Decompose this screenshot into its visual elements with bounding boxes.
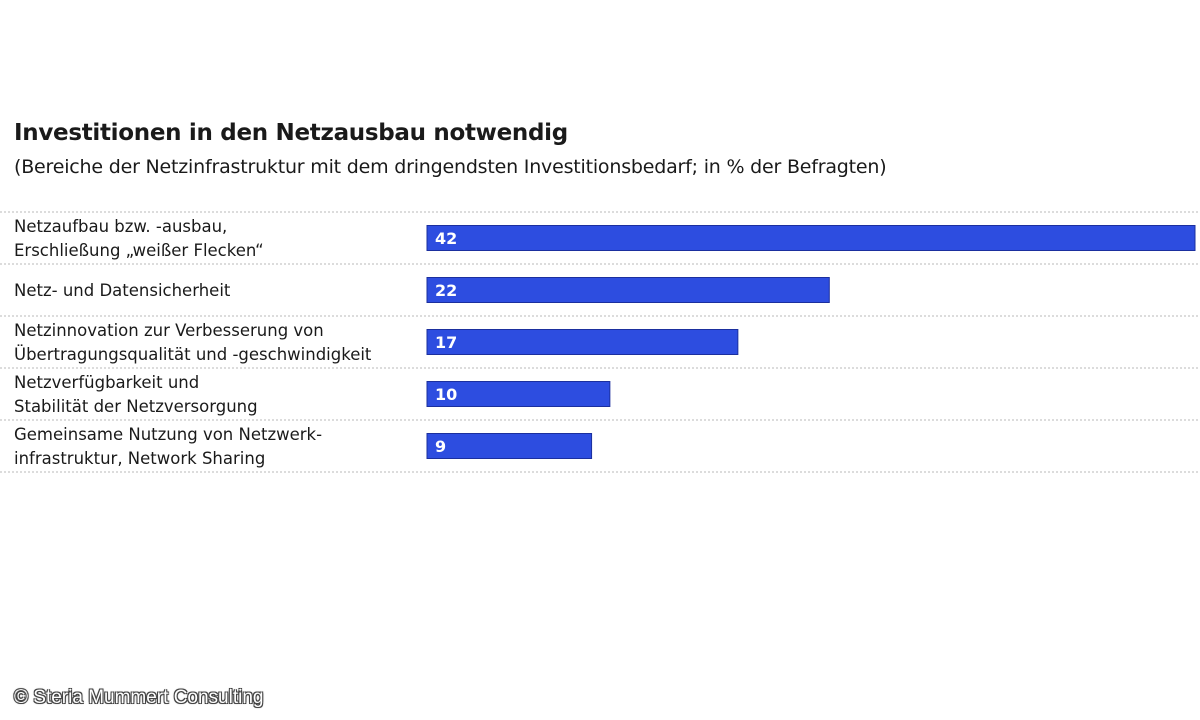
bar <box>426 225 1196 251</box>
category-label-line: Netz- und Datensicherheit <box>14 281 231 300</box>
bar-value-label: 22 <box>435 281 457 300</box>
category-label: Netzaufbau bzw. -ausbau, Erschließung „we… <box>14 217 264 260</box>
category-label-line: infrastruktur, Network Sharing <box>14 449 265 468</box>
copyright-notice: © Steria Mummert Consulting <box>14 687 264 708</box>
category-label: Gemeinsame Nutzung von Netzwerk-infrastr… <box>14 425 322 468</box>
category-label-line: Netzverfügbarkeit und <box>14 373 199 392</box>
bar <box>426 433 593 459</box>
category-label: Netzinnovation zur Verbesserung von Übert… <box>14 321 372 364</box>
category-label-line: Stabilität der Netzversorgung <box>14 397 258 416</box>
category-label-line: Netzinnovation zur Verbesserung von <box>14 321 324 340</box>
category-label-line: Netzaufbau bzw. -ausbau, <box>14 217 227 236</box>
bar-value-label: 17 <box>435 333 457 352</box>
bar-value-label: 42 <box>435 229 457 248</box>
bar-value-label: 10 <box>435 385 457 404</box>
category-label-line: Erschließung „weißer Flecken“ <box>14 241 264 260</box>
category-label-line: Gemeinsame Nutzung von Netzwerk- <box>14 425 322 444</box>
bar <box>426 381 611 407</box>
category-label-line: Übertragungsqualität und -geschwindigkei… <box>14 345 372 364</box>
category-label: Netzverfügbarkeit und Stabilität der Netz… <box>14 373 258 416</box>
bar <box>426 329 739 355</box>
bar-value-label: 9 <box>435 437 446 456</box>
bar <box>426 277 830 303</box>
chart-subtitle: (Bereiche der Netzinfrastruktur mit dem … <box>14 156 887 178</box>
chart-title: Investitionen in den Netzausbau notwendi… <box>14 120 568 146</box>
category-label: Netz- und Datensicherheit <box>14 281 231 300</box>
